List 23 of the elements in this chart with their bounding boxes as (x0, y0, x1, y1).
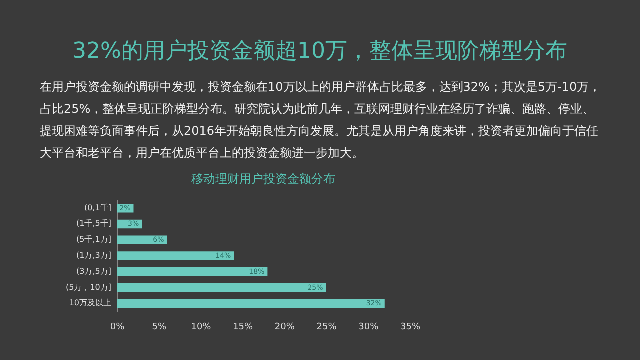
y-tick-label: (5千,1万] (76, 235, 112, 244)
x-tick-label: 35% (400, 322, 421, 332)
bar (117, 283, 326, 292)
bar (117, 299, 385, 308)
y-tick-label: (5万，10万] (66, 282, 112, 292)
bar (117, 236, 168, 244)
y-tick-label: (3万,5万] (76, 266, 112, 276)
y-tick-label: (0,1千] (84, 203, 112, 212)
y-tick-label: 10万及以上 (69, 298, 112, 308)
chart-title: 32%的用户投资金额超10万，整体呈现阶梯型分布 (72, 38, 568, 66)
x-tick-label: 0% (110, 322, 126, 332)
y-tick-label: (1千,5千] (76, 219, 112, 228)
y-tick-label: (1万,3万] (76, 251, 112, 260)
x-tick-label: 25% (316, 322, 338, 332)
x-tick-label: 10% (191, 322, 212, 332)
text: 在用户投资金额的调研中发现，投资金额在10万以上的用户群体占比最多，达到32%；其次是5万-10万，占比25%，整体呈现正阶梯型分布。研究院认为此前几年，互联网理财行业在经历了诈骗、跑路、停业、提现困难等负面事件后，从2016年开始朝良性方向发展。尤其是从用户角度来讲，投资者更加偏向于信任大平台和老平台，用户在优质平台上的投资金额进一步加大。 (40, 79, 602, 162)
x-tick-label: 30% (358, 322, 380, 332)
chart-subtitle: 移动理财用户投资金额分布 (192, 172, 336, 186)
x-tick-label: 15% (233, 322, 254, 332)
bar (117, 252, 234, 260)
bar (117, 268, 268, 276)
x-tick-label: 5% (152, 322, 167, 332)
x-tick-label: 20% (274, 322, 296, 332)
